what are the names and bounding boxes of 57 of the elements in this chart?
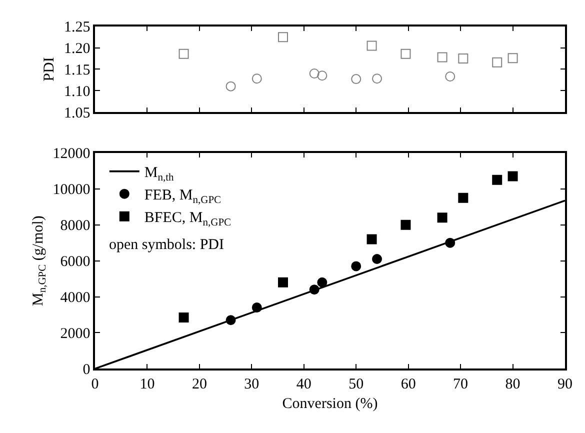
x-tick-label: 70: [453, 376, 468, 392]
point: [252, 74, 262, 84]
y-tick-label: 4000: [60, 290, 90, 306]
point: [278, 32, 288, 42]
point: [178, 312, 189, 322]
point: [508, 171, 518, 182]
y-tick-label: 12000: [52, 146, 90, 162]
point: [317, 70, 328, 81]
y-tick-label: 10000: [52, 182, 90, 198]
point: [278, 277, 288, 288]
point: [178, 48, 189, 59]
x-tick-label: 40: [296, 376, 312, 392]
y-tick-label: 1.05: [64, 105, 90, 122]
point: [458, 54, 468, 64]
y-tick-label: 0: [82, 362, 90, 378]
y-tick-label: 1.15: [64, 62, 90, 78]
x-tick-label: 60: [400, 376, 416, 392]
point: [437, 212, 448, 223]
y-tick-label: 8000: [60, 218, 90, 234]
point: [351, 74, 362, 84]
x-tick-label: 90: [558, 376, 572, 392]
point: [351, 261, 362, 272]
x-tick-label: 30: [244, 376, 260, 392]
point: [366, 40, 377, 51]
annotation: open symbols: PDI: [109, 237, 224, 253]
point: [226, 81, 236, 92]
legend-label: FEB, M$_{n,GPC}$: [144, 188, 222, 206]
point: [372, 74, 382, 84]
point: [445, 238, 456, 248]
y-tick-label: 1.20: [64, 41, 90, 58]
legend-label: BFEC, M$_{n,GPC}$: [144, 210, 232, 228]
x-tick-label: 10: [140, 376, 155, 392]
x-tick-label: 20: [192, 376, 207, 392]
point: [252, 302, 262, 313]
point: [458, 192, 468, 203]
point: [400, 48, 411, 59]
point: [508, 53, 518, 64]
point: [317, 277, 328, 288]
point: [492, 57, 502, 68]
x-tick-label: 80: [505, 376, 520, 392]
y-tick-label: 2000: [60, 326, 90, 342]
y-axis-title: PDI: [42, 57, 58, 82]
x-tick-label: 50: [348, 376, 364, 392]
point: [400, 220, 411, 230]
y-tick-label: 1.10: [64, 84, 90, 100]
point: [226, 315, 236, 326]
y-tick-label: 1.25: [64, 20, 90, 36]
legend-label: M$_{n,th}$: [144, 165, 175, 184]
point: [366, 234, 377, 244]
point: [372, 254, 382, 264]
point: [492, 174, 502, 185]
y-tick-label: 6000: [60, 254, 90, 270]
point: [309, 284, 320, 295]
point: [445, 71, 456, 82]
x-axis-title: Conversion (%): [282, 396, 378, 412]
point: [309, 68, 320, 78]
point: [437, 52, 448, 62]
